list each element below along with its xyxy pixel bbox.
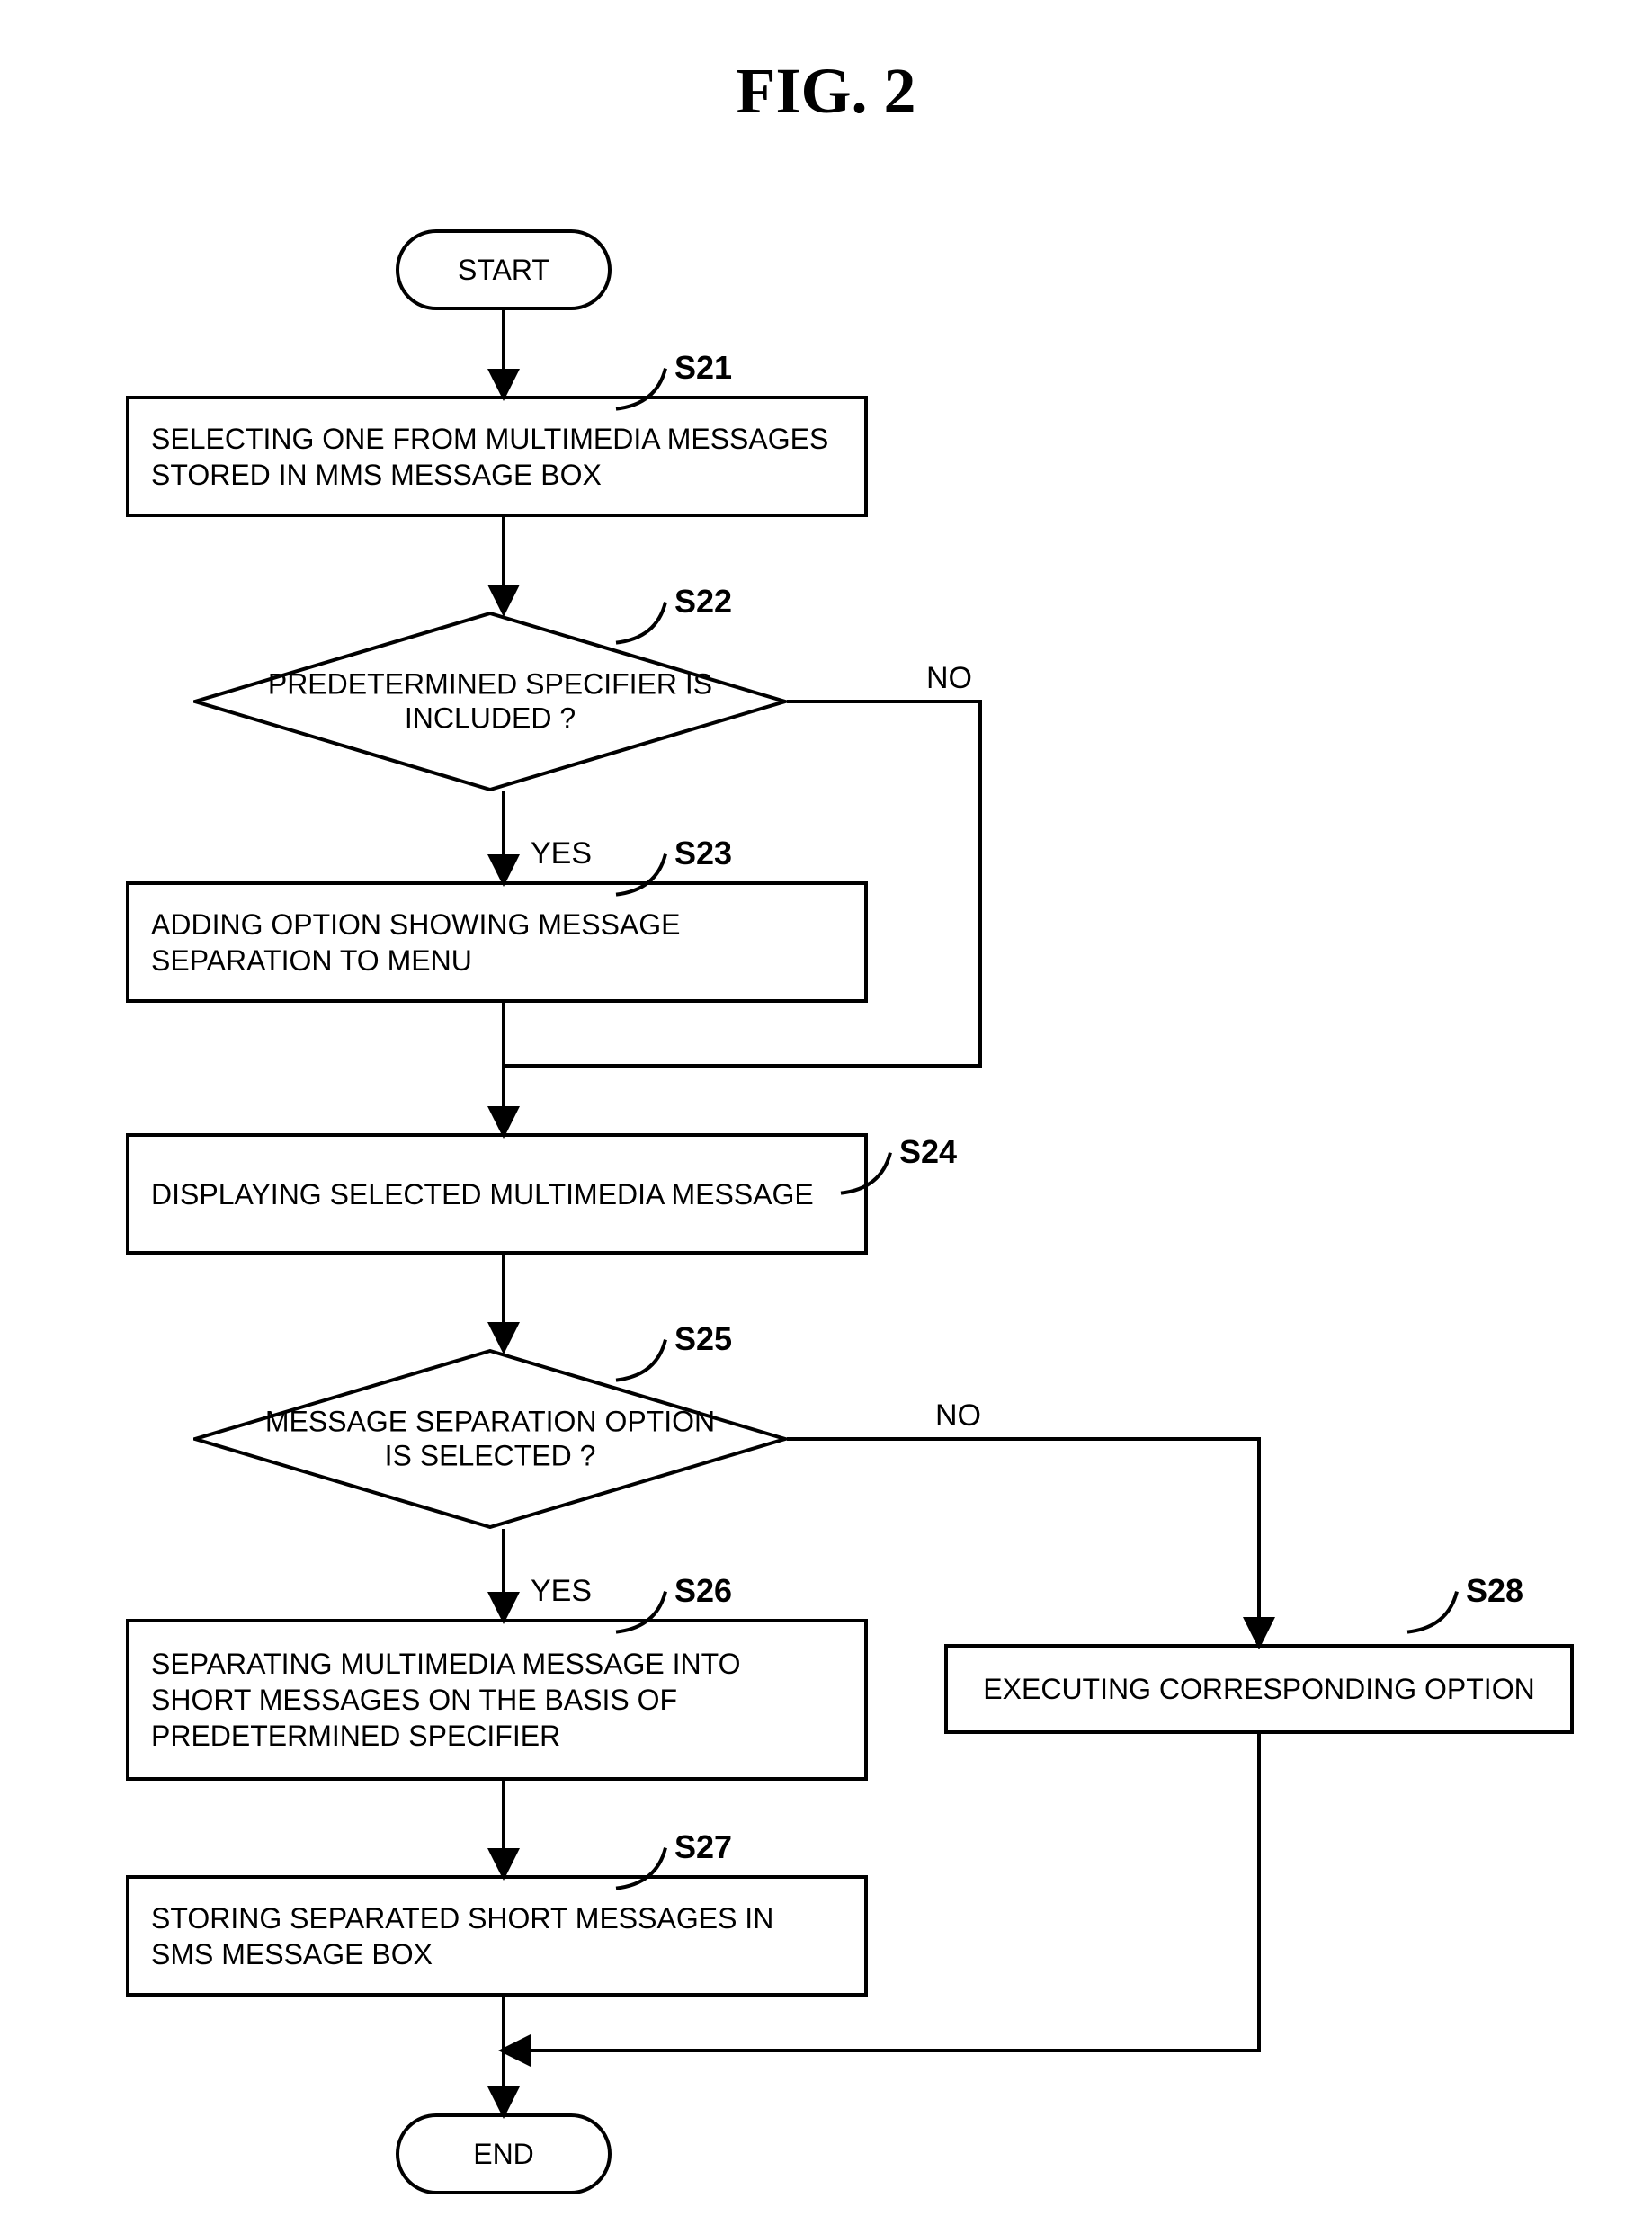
step-label-s26: S26 [674, 1572, 732, 1610]
node-start: START [396, 229, 612, 310]
node-s21-label: SELECTING ONE FROM MULTIMEDIA MESSAGES S… [151, 421, 843, 493]
node-end-label: END [473, 2138, 534, 2171]
node-s24-label: DISPLAYING SELECTED MULTIMEDIA MESSAGE [151, 1176, 814, 1212]
node-start-label: START [458, 254, 549, 287]
branch-label-yes-6: YES [531, 1574, 592, 1609]
node-d22-label: PREDETERMINED SPECIFIER IS INCLUDED ? [253, 667, 728, 737]
node-s23-label: ADDING OPTION SHOWING MESSAGE SEPARATION… [151, 907, 843, 978]
node-s21: SELECTING ONE FROM MULTIMEDIA MESSAGES S… [126, 396, 868, 517]
node-s26-label: SEPARATING MULTIMEDIA MESSAGE INTO SHORT… [151, 1646, 843, 1754]
branch-label-yes-2: YES [531, 836, 592, 871]
edge-7 [787, 1439, 1259, 1644]
node-s23: ADDING OPTION SHOWING MESSAGE SEPARATION… [126, 881, 868, 1003]
step-label-s22: S22 [674, 583, 732, 621]
step-label-s25: S25 [674, 1320, 732, 1358]
node-s27: STORING SEPARATED SHORT MESSAGES IN SMS … [126, 1875, 868, 1997]
node-s28: EXECUTING CORRESPONDING OPTION [944, 1644, 1574, 1734]
figure-title: FIG. 2 [736, 54, 915, 129]
step-label-s21: S21 [674, 349, 732, 387]
branch-label-no-7: NO [935, 1398, 981, 1434]
node-s24: DISPLAYING SELECTED MULTIMEDIA MESSAGE [126, 1133, 868, 1255]
node-d22: PREDETERMINED SPECIFIER IS INCLUDED ? [193, 612, 787, 791]
node-d25-label: MESSAGE SEPARATION OPTION IS SELECTED ? [253, 1405, 728, 1474]
step-label-s27: S27 [674, 1828, 732, 1866]
node-d25: MESSAGE SEPARATION OPTION IS SELECTED ? [193, 1349, 787, 1529]
step-label-s28: S28 [1466, 1572, 1523, 1610]
step-label-s23: S23 [674, 835, 732, 872]
node-s28-label: EXECUTING CORRESPONDING OPTION [983, 1671, 1534, 1707]
branch-label-no-3: NO [926, 661, 972, 696]
node-end: END [396, 2113, 612, 2194]
step-label-s24: S24 [899, 1133, 957, 1171]
node-s27-label: STORING SEPARATED SHORT MESSAGES IN SMS … [151, 1900, 843, 1972]
node-s26: SEPARATING MULTIMEDIA MESSAGE INTO SHORT… [126, 1619, 868, 1781]
